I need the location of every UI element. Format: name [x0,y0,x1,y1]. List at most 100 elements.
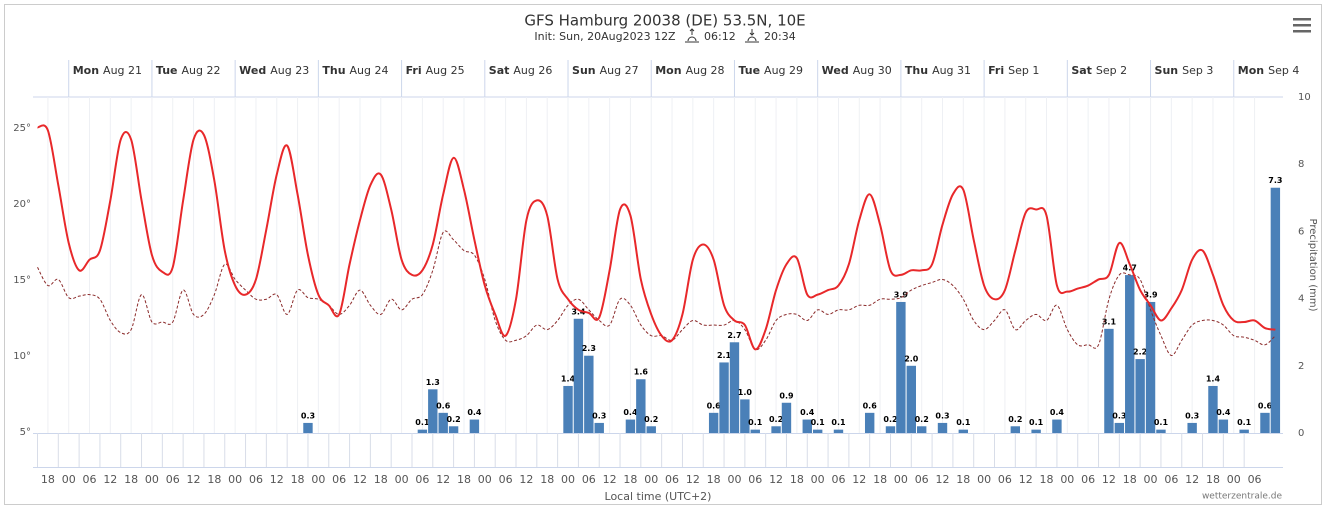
x-tick-label: 18 [707,473,721,486]
sunset-icon [745,29,759,43]
x-tick-label: 12 [769,473,783,486]
day-label: Sat Aug 26 [489,64,553,77]
x-tick-label: 06 [1164,473,1178,486]
date: Aug 28 [686,64,725,77]
date: Sep 1 [1008,64,1039,77]
weekday: Fri [406,64,422,77]
weekday: Tue [156,64,178,77]
weekday: Wed [822,64,849,77]
x-tick-label: 18 [1206,473,1220,486]
menu-button[interactable] [1293,18,1311,33]
day-label: Mon Sep 4 [1238,64,1300,77]
day-label: Mon Aug 28 [655,64,724,77]
precip-label: 3.4 [571,307,586,316]
date: Aug 31 [932,64,971,77]
precip-bar [448,426,459,433]
precip-label: 0.2 [883,415,897,424]
weekday: Mon [73,64,99,77]
precip-bar [594,422,604,433]
precip-bar [1260,412,1270,433]
day-label: Wed Aug 30 [822,64,892,77]
precip-label: 3.9 [894,290,909,299]
chart-title: GFS Hamburg 20038 (DE) 53.5N, 10E [524,12,805,30]
precip-bar [1208,385,1218,433]
x-tick-label: 12 [187,473,201,486]
sunrise: 06:12 [704,30,736,43]
precip-bar [1187,422,1197,433]
precip-bar [958,429,969,433]
day-label: Thu Aug 24 [322,64,388,77]
precip-bar [781,402,792,433]
y2-tick-label: 8 [1298,159,1304,170]
precip-label: 0.1 [831,418,846,427]
day-label: Fri Aug 25 [406,64,465,77]
precip-label: 3.1 [1102,317,1117,326]
x-tick-label: 00 [228,473,242,486]
precip-label: 0.2 [1008,415,1022,424]
x-tick-label: 00 [561,473,575,486]
x-tick-label: 06 [1081,473,1095,486]
precip-bar [1125,275,1135,433]
date: Aug 22 [182,64,221,77]
precip-label: 0.1 [811,418,826,427]
precip-bar [937,422,948,433]
sunrise-icon [685,28,699,43]
x-tick-label: 18 [1123,473,1137,486]
weekday: Mon [655,64,681,77]
precip-label: 0.2 [769,415,783,424]
date: Aug 27 [600,64,639,77]
precip-bar [636,379,646,433]
x-tick-label: 06 [582,473,596,486]
x-tick-label: 12 [270,473,284,486]
precip-bar [438,412,448,433]
precip-label: 0.6 [707,401,722,410]
precip-label: 1.6 [634,368,649,377]
precip-label: 2.1 [717,351,732,360]
x-tick-label: 06 [748,473,762,486]
day-label: Tue Aug 22 [156,64,221,77]
day-label: Sat Sep 2 [1071,64,1127,77]
sunset: 20:34 [764,30,796,43]
precip-label: 0.1 [748,418,763,427]
day-label: Thu Aug 31 [905,64,971,77]
precip-bar [864,412,875,433]
x-tick-label: 12 [436,473,450,486]
day-label: Wed Aug 23 [239,64,309,77]
y-tick-label: 10° [13,351,31,362]
x-tick-label: 00 [894,473,908,486]
x-tick-label: 00 [311,473,325,486]
x-tick-label: 12 [603,473,617,486]
weekday: Mon [1238,64,1264,77]
precip-bar [719,362,729,433]
y-tick-label: 15° [13,275,31,286]
precip-bar [1010,426,1021,433]
precip-label: 0.9 [779,391,794,400]
precip-bar [885,426,896,433]
y2-tick-label: 10 [1298,92,1311,103]
x-tick-label: 06 [415,473,429,486]
x-tick-label: 12 [353,473,367,486]
precip-label: 2.3 [582,344,596,353]
x-tick-label: 00 [1227,473,1241,486]
precip-label: 3.9 [1143,290,1158,299]
weekday: Sun [1155,64,1179,77]
precip-label: 0.4 [467,408,482,417]
x-tick-label: 06 [831,473,845,486]
dewpoint-line [37,230,1276,356]
precip-bar [708,412,719,433]
weekday: Wed [239,64,266,77]
x-tick-label: 18 [124,473,138,486]
precip-bar [1031,429,1041,433]
x-tick-label: 00 [62,473,76,486]
x-axis-title: Local time (UTC+2) [605,490,712,503]
x-tick-label: 06 [665,473,679,486]
precip-label: 0.4 [623,408,638,417]
precip-label: 2.2 [1133,348,1147,357]
x-tick-label: 18 [956,473,970,486]
precip-label: 0.3 [1185,411,1199,420]
precip-bar [1218,419,1229,433]
day-label: Fri Sep 1 [988,64,1039,77]
x-tick-label: 06 [332,473,346,486]
weekday: Sun [572,64,596,77]
weekday: Thu [905,64,928,77]
